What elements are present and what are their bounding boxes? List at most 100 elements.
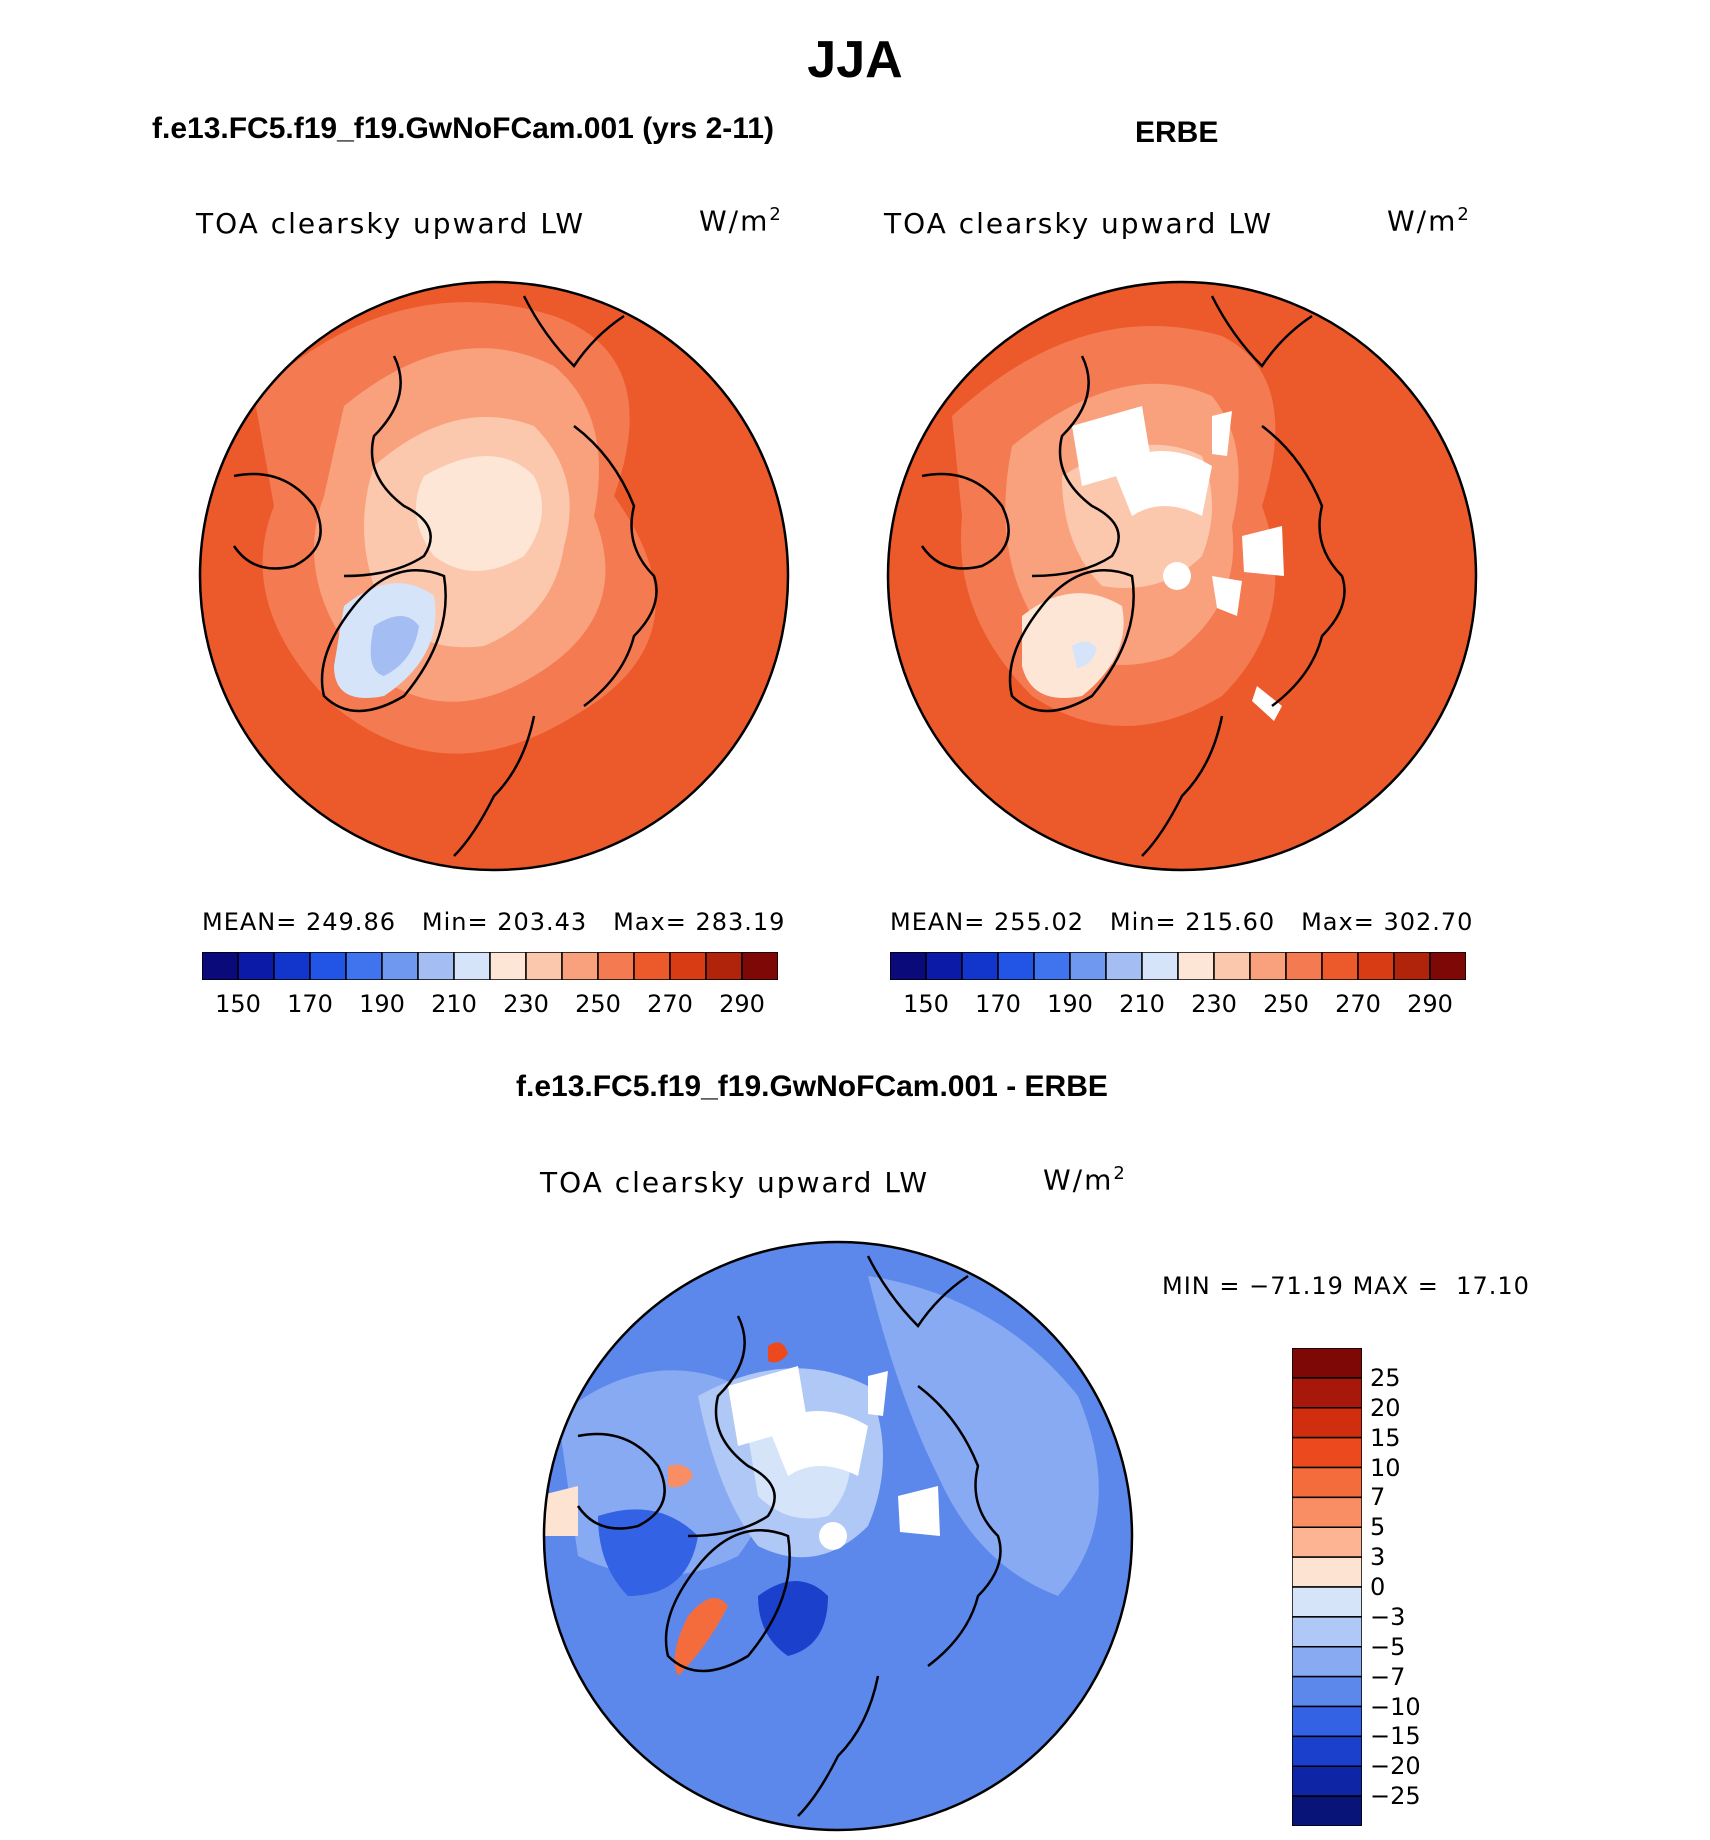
colorbar-swatch xyxy=(1292,1348,1362,1379)
map-field xyxy=(668,1464,693,1488)
map-field xyxy=(1072,641,1097,668)
colorbar-swatch xyxy=(453,952,491,980)
missing-data-mask xyxy=(1072,406,1284,721)
colorbar-tick-label: 10 xyxy=(1370,1453,1401,1482)
colorbar-tick-label: −5 xyxy=(1370,1632,1406,1661)
colorbar-difference xyxy=(1292,1348,1362,1826)
colorbar-swatch xyxy=(1292,1436,1362,1469)
colorbar-swatch xyxy=(1292,1675,1362,1708)
colorbar-swatch xyxy=(1292,1765,1362,1797)
colorbar-swatch xyxy=(1292,1556,1362,1588)
colorbar-swatch xyxy=(890,952,927,980)
colorbar-swatch xyxy=(1292,1795,1362,1826)
coastlines xyxy=(576,1255,1002,1817)
map-field xyxy=(868,1276,1099,1596)
colorbar-swatch xyxy=(1292,1705,1362,1738)
coastlines xyxy=(232,295,658,857)
colorbar-swatch xyxy=(525,952,563,980)
colorbar-swatch xyxy=(597,952,635,980)
panel-1-stats: MEAN= 249.86 Min= 203.43 Max= 283.19 xyxy=(202,908,786,936)
colorbar-swatch xyxy=(1033,952,1071,980)
panel-3-variable-label: TOA clearsky upward LW xyxy=(540,1166,930,1199)
panel-3-stats: MIN = −71.19 MAX = 17.10 xyxy=(1162,1272,1530,1300)
colorbar-swatch xyxy=(1429,952,1466,980)
colorbar-swatch xyxy=(1213,952,1251,980)
colorbar-tick-label: 190 xyxy=(1047,990,1093,1018)
colorbar-tick-label: 230 xyxy=(503,990,549,1018)
colorbar-swatch xyxy=(1069,952,1107,980)
colorbar-swatch xyxy=(741,952,778,980)
colorbar-swatch xyxy=(1292,1407,1362,1439)
colorbar-tick-label: 15 xyxy=(1370,1423,1401,1452)
colorbar-tick-label: 150 xyxy=(903,990,949,1018)
colorbar-model xyxy=(202,952,778,980)
panel-1-units-label: W/m2 xyxy=(699,204,783,238)
map-field xyxy=(370,616,419,676)
colorbar-swatch xyxy=(1393,952,1431,980)
colorbar-swatch xyxy=(345,952,383,980)
map-erbe xyxy=(886,280,1478,872)
map-model xyxy=(198,280,790,872)
colorbar-swatch xyxy=(273,952,311,980)
colorbar-tick-label: −3 xyxy=(1370,1602,1406,1631)
colorbar-swatch xyxy=(669,952,707,980)
colorbar-swatch xyxy=(1177,952,1215,980)
colorbar-tick-label: 230 xyxy=(1191,990,1237,1018)
colorbar-tick-label: 170 xyxy=(975,990,1021,1018)
colorbar-swatch xyxy=(925,952,963,980)
colorbar-swatch xyxy=(489,952,527,980)
colorbar-swatch xyxy=(1292,1735,1362,1767)
map-field xyxy=(674,1598,728,1676)
colorbar-tick-label: 270 xyxy=(647,990,693,1018)
colorbar-swatch xyxy=(1292,1586,1362,1618)
colorbar-tick-label: 3 xyxy=(1370,1543,1386,1572)
colorbar-swatch xyxy=(381,952,419,980)
colorbar-swatch xyxy=(1249,952,1287,980)
colorbar-swatch xyxy=(561,952,599,980)
colorbar-swatch xyxy=(1321,952,1359,980)
colorbar-tick-label: 210 xyxy=(431,990,477,1018)
colorbar-swatch xyxy=(309,952,347,980)
colorbar-tick-label: −7 xyxy=(1370,1662,1406,1691)
colorbar-tick-label: 25 xyxy=(1370,1363,1401,1392)
colorbar-tick-label: 5 xyxy=(1370,1513,1386,1542)
colorbar-swatch xyxy=(1292,1646,1362,1678)
colorbar-tick-label: 290 xyxy=(1407,990,1453,1018)
map-difference xyxy=(542,1240,1134,1832)
panel-3-units-label: W/m2 xyxy=(1043,1163,1127,1197)
colorbar-swatch xyxy=(202,952,239,980)
map-field xyxy=(758,1581,828,1656)
colorbar-tick-label: 270 xyxy=(1335,990,1381,1018)
map-field xyxy=(416,456,542,571)
colorbar-swatch xyxy=(237,952,275,980)
panel-1-variable-label: TOA clearsky upward LW xyxy=(196,207,586,240)
colorbar-tick-label: −20 xyxy=(1370,1752,1421,1781)
panel-1-header: f.e13.FC5.f19_f19.GwNoFCam.001 (yrs 2-11… xyxy=(152,112,774,145)
colorbar-swatch xyxy=(1292,1466,1362,1499)
map-field xyxy=(768,1342,788,1363)
colorbar-tick-label: 150 xyxy=(215,990,261,1018)
colorbar-tick-label: 7 xyxy=(1370,1483,1386,1512)
colorbar-tick-label: 190 xyxy=(359,990,405,1018)
colorbar-tick-label: 20 xyxy=(1370,1393,1401,1422)
colorbar-tick-label: 210 xyxy=(1119,990,1165,1018)
colorbar-swatch xyxy=(1292,1496,1362,1528)
panel-2-stats: MEAN= 255.02 Min= 215.60 Max= 302.70 xyxy=(890,908,1474,936)
colorbar-erbe xyxy=(890,952,1466,980)
colorbar-swatch xyxy=(1292,1377,1362,1409)
colorbar-swatch xyxy=(1141,952,1179,980)
colorbar-swatch xyxy=(633,952,671,980)
colorbar-swatch xyxy=(1292,1616,1362,1648)
colorbar-tick-label: −15 xyxy=(1370,1722,1421,1751)
colorbar-swatch xyxy=(417,952,455,980)
colorbar-tick-label: 0 xyxy=(1370,1573,1386,1601)
panel-2-variable-label: TOA clearsky upward LW xyxy=(884,207,1274,240)
colorbar-swatch xyxy=(1105,952,1143,980)
colorbar-tick-label: 250 xyxy=(575,990,621,1018)
map-field xyxy=(544,1486,578,1536)
colorbar-tick-label: −10 xyxy=(1370,1692,1421,1721)
colorbar-tick-label: 290 xyxy=(719,990,765,1018)
colorbar-swatch xyxy=(705,952,743,980)
colorbar-swatch xyxy=(1357,952,1395,980)
missing-data-mask xyxy=(728,1366,940,1550)
